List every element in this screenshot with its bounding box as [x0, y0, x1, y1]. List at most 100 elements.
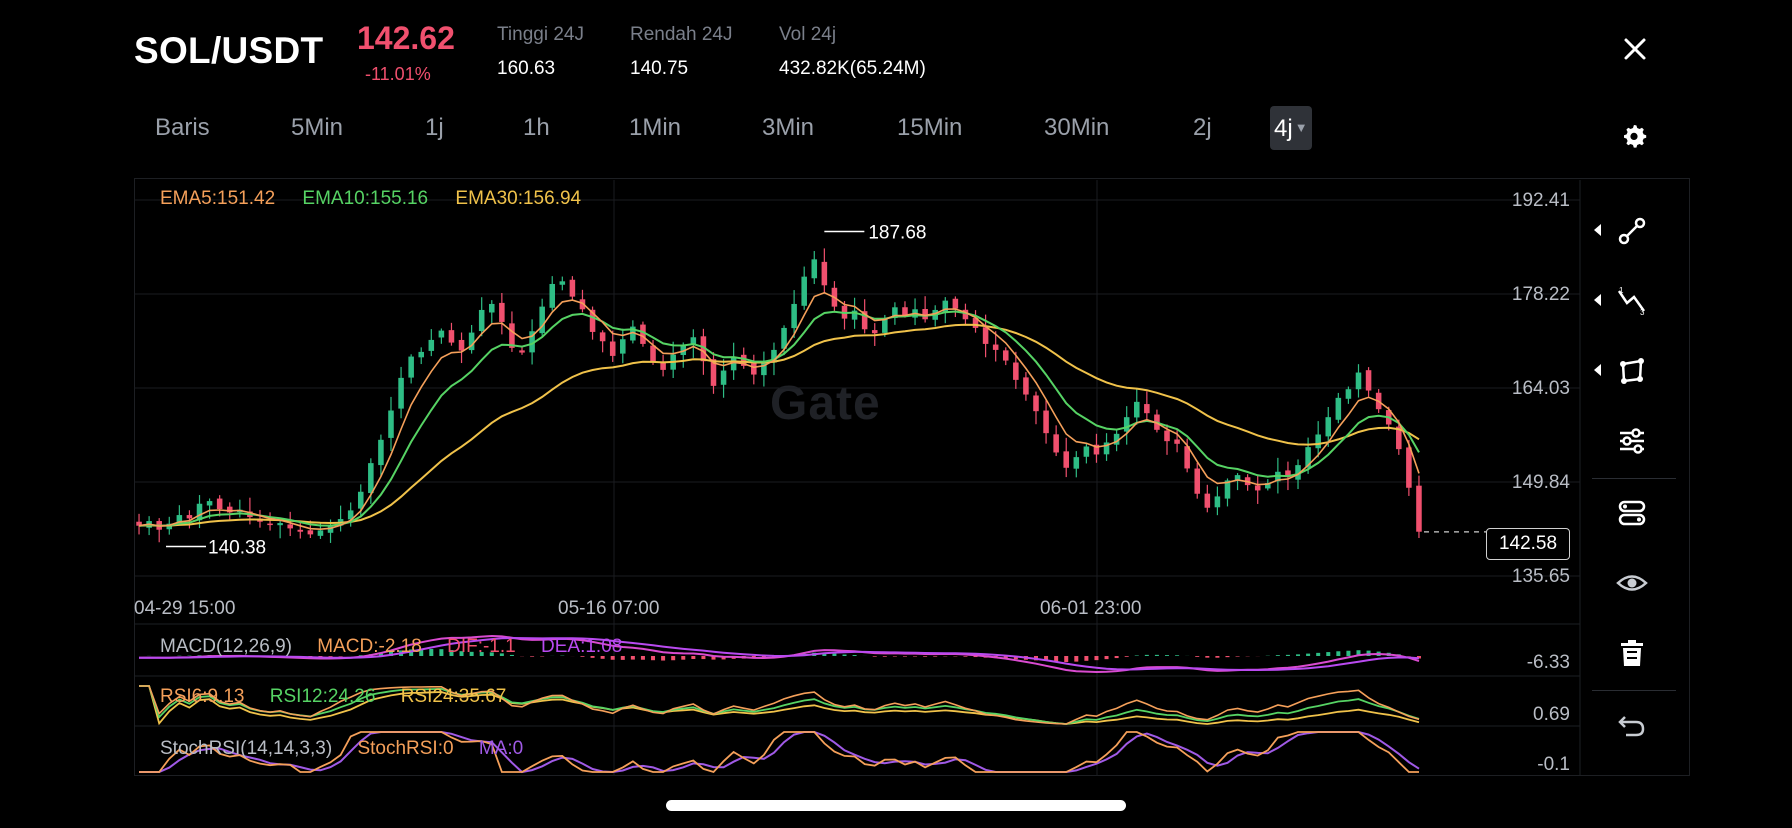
candle-body: [1033, 395, 1039, 412]
candle-body: [327, 526, 334, 533]
indicator-settings-button[interactable]: [1580, 412, 1688, 470]
macd-bar: [1296, 654, 1301, 656]
settings-button[interactable]: [1618, 120, 1650, 152]
candle-body: [408, 356, 414, 378]
shape-tool-button[interactable]: [1580, 342, 1688, 400]
macd-bar: [469, 651, 474, 656]
rsi12-line: [139, 685, 1420, 725]
line-tool-button[interactable]: [1580, 202, 1688, 260]
macd-bar: [388, 651, 393, 656]
tab-4j[interactable]: 4j ▼: [1270, 106, 1312, 150]
candle-body: [529, 331, 535, 353]
home-indicator[interactable]: [666, 800, 1126, 811]
macd-bar: [1306, 653, 1311, 656]
macd-title: MACD(12,26,9): [160, 636, 292, 657]
undo-button[interactable]: [1580, 696, 1688, 754]
macd-bar: [1326, 652, 1331, 656]
visibility-button[interactable]: [1580, 554, 1688, 612]
candle-body: [1345, 389, 1352, 399]
macd-bar: [1215, 656, 1220, 658]
stochrsi-value: StochRSI:0: [357, 738, 454, 759]
macd-bar: [479, 652, 484, 656]
shape-tool-icon: [1620, 358, 1644, 384]
rsi6-line: [139, 685, 1420, 725]
macd-bar: [439, 649, 444, 656]
macd-bar: [328, 656, 333, 657]
macd-bar: [1165, 655, 1170, 656]
low-24h: Rendah 24J 140.75: [630, 24, 732, 80]
candle-body: [1123, 417, 1130, 432]
macd-bar: [963, 656, 968, 657]
candle-body: [589, 309, 596, 332]
high-marker-label: 187.68: [868, 223, 926, 244]
y-tick-1: 192.41: [1511, 190, 1570, 211]
trend-tool-button[interactable]: 1 3: [1580, 272, 1688, 330]
tab-15min[interactable]: 15Min: [897, 114, 963, 141]
dif-value: DIF:-1.1: [447, 636, 516, 657]
candle-body: [1053, 434, 1059, 453]
vol-24h: Vol 24j 432.82K(65.24M): [779, 24, 926, 80]
candle-body: [368, 463, 374, 494]
candle-body: [1023, 377, 1029, 395]
y-tick-3: 164.03: [1511, 378, 1570, 399]
macd-bar: [923, 656, 928, 657]
high-24h-value: 160.63: [497, 58, 556, 79]
tab-2j[interactable]: 2j: [1193, 114, 1212, 141]
current-price-tag: 142.58: [1486, 528, 1570, 560]
expand-arrow-icon: [1594, 224, 1601, 236]
macd-bar: [1205, 656, 1210, 658]
high-24h: Tinggi 24J 160.63: [497, 24, 584, 80]
macd-bar: [973, 656, 978, 658]
rsi-y-tick: 0.69: [1533, 704, 1570, 725]
macd-bar: [1134, 655, 1139, 656]
candle-body: [448, 330, 455, 343]
tab-30min[interactable]: 30Min: [1044, 114, 1110, 141]
rsi-legend: RSI6:9.13 RSI12:24.26 RSI24:35.67: [160, 686, 526, 708]
candle-body: [1335, 397, 1342, 420]
candle-body: [559, 281, 566, 285]
candle-body: [428, 339, 435, 351]
candle-body: [1103, 442, 1110, 455]
macd-y-tick: -6.33: [1526, 652, 1570, 673]
close-button[interactable]: [1618, 32, 1652, 66]
tab-3min[interactable]: 3Min: [762, 114, 815, 141]
macd-bar: [701, 656, 706, 660]
macd-bar: [691, 656, 696, 660]
candle-body: [267, 523, 273, 526]
rsi24-value: RSI24:35.67: [400, 686, 507, 707]
candle-body: [1224, 480, 1231, 499]
candle-body: [418, 351, 424, 358]
tab-1j[interactable]: 1j: [425, 114, 444, 141]
candle-body: [438, 330, 445, 338]
tab-baris[interactable]: Baris: [155, 114, 210, 141]
tab-5min[interactable]: 5Min: [291, 114, 344, 141]
vol-24h-label: Vol 24j: [779, 24, 837, 45]
macd-bar: [630, 656, 635, 660]
tab-1min[interactable]: 1Min: [629, 114, 682, 141]
gear-icon: [1624, 125, 1647, 148]
macd-bar: [1346, 650, 1351, 656]
candle-body: [1265, 483, 1271, 489]
toolbar-divider: [1592, 690, 1676, 691]
candle-body: [1214, 496, 1221, 508]
candle-body: [640, 324, 646, 344]
candle-body: [972, 318, 979, 328]
candle-body: [1204, 493, 1211, 508]
svg-text:3: 3: [1640, 308, 1645, 317]
candle-body: [499, 302, 505, 322]
ema10-line: [138, 310, 1420, 527]
tab-1h[interactable]: 1h: [523, 114, 550, 141]
chart-area[interactable]: [134, 178, 1690, 776]
delete-button[interactable]: [1580, 624, 1688, 682]
macd-bar: [822, 652, 827, 656]
layers-icon: [1618, 500, 1646, 526]
candle-body: [1406, 447, 1412, 488]
layers-button[interactable]: [1580, 484, 1688, 542]
candle-body: [1396, 426, 1402, 450]
candle-body: [942, 300, 949, 313]
candle-body: [630, 326, 636, 341]
low-24h-value: 140.75: [630, 58, 689, 79]
candle-body: [992, 344, 999, 350]
macd-bar: [1275, 655, 1280, 656]
